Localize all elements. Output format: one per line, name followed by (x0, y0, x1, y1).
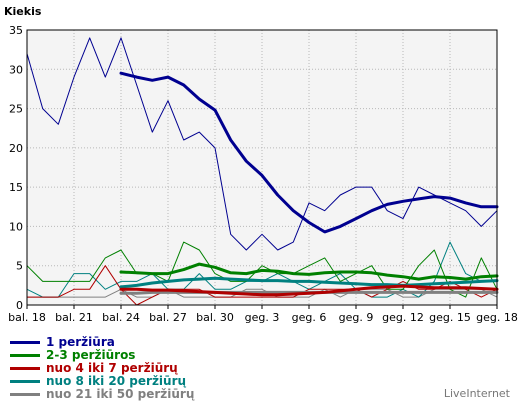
y-axis-title: Kiekis (4, 5, 42, 18)
legend-swatch-4 (10, 380, 40, 383)
x-tick-label: bal. 27 (149, 311, 187, 324)
series-group (26, 37, 499, 306)
x-tick-label: bal. 24 (102, 311, 140, 324)
series-trend-line-4 (119, 276, 499, 289)
legend-swatch-3 (10, 367, 40, 370)
series-raw-line-2 (26, 241, 498, 298)
legend-label-1: 1 peržiūra (46, 335, 115, 349)
series-raw-line-1 (26, 37, 498, 251)
series-trend-line-2 (119, 262, 499, 281)
legend-item-5: nuo 21 iki 50 peržiūrų (10, 388, 194, 401)
y-tick-label: 10 (9, 220, 23, 233)
legend-label-3: nuo 4 iki 7 peržiūrų (46, 361, 178, 375)
brand-logo-text[interactable]: LiveInternet (443, 387, 510, 400)
series-trend-line-3 (119, 284, 499, 297)
y-tick-label: 30 (9, 63, 23, 76)
legend-label-5: nuo 21 iki 50 peržiūrų (46, 387, 195, 401)
y-tick-label: 25 (9, 103, 23, 116)
x-tick-label: geg. 3 (245, 311, 280, 324)
x-tick-label: geg. 15 (429, 311, 471, 324)
x-tick-label: bal. 30 (196, 311, 234, 324)
legend-item-1: 1 peržiūra (10, 336, 194, 349)
legend-label-2: 2-3 peržiūros (46, 348, 136, 362)
series-trend-line-1 (119, 71, 499, 234)
x-tick-label: bal. 21 (55, 311, 93, 324)
x-tick-label: geg. 12 (382, 311, 424, 324)
y-tick-label: 35 (9, 24, 23, 37)
legend-item-4: nuo 8 iki 20 peržiūrų (10, 375, 194, 388)
x-tick-label: bal. 18 (8, 311, 46, 324)
y-tick-label: 15 (9, 181, 23, 194)
plot-background (27, 30, 497, 305)
legend-swatch-1 (10, 341, 40, 344)
x-tick-label: geg. 6 (292, 311, 327, 324)
legend: 1 peržiūra 2-3 peržiūros nuo 4 iki 7 per… (10, 336, 194, 401)
y-tick-label: 20 (9, 142, 23, 155)
x-tick-label: geg. 9 (339, 311, 374, 324)
legend-item-3: nuo 4 iki 7 peržiūrų (10, 362, 194, 375)
series-raw-line-3 (27, 265, 498, 306)
legend-swatch-2 (10, 354, 40, 357)
y-axis-ticks: 0 5 10 15 20 25 30 35 (9, 24, 23, 312)
x-tick-label: geg. 18 (476, 311, 518, 324)
legend-item-2: 2-3 peržiūros (10, 349, 194, 362)
y-tick-label: 5 (16, 260, 23, 273)
legend-label-4: nuo 8 iki 20 peržiūrų (46, 374, 187, 388)
y-tick-label: 0 (16, 299, 23, 312)
legend-swatch-5 (10, 393, 40, 396)
x-axis-ticks: bal. 18 bal. 21 bal. 24 bal. 27 bal. 30 geg. … (8, 305, 518, 324)
